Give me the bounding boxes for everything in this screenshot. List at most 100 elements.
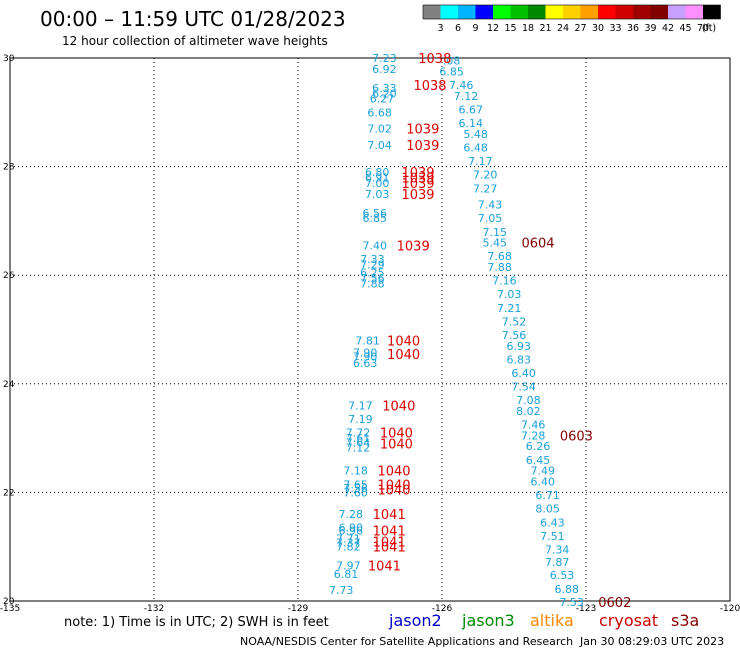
wave-height-label: 7.56 — [343, 482, 368, 495]
scale-swatch — [510, 5, 528, 19]
wave-height-label: 7.49 — [531, 465, 556, 478]
x-tick-label: -123 — [576, 604, 596, 614]
wave-height-label: 6.48 — [463, 142, 488, 155]
pass-time-label: 1039 — [401, 188, 434, 203]
y-tick-label: 28 — [3, 163, 15, 173]
wave-height-label: 7.72 — [346, 427, 371, 440]
wave-height-label: 7.60 — [343, 486, 368, 499]
wave-height-label: 6.63 — [353, 357, 378, 370]
y-tick-label: 24 — [3, 380, 15, 390]
wave-height-label: 6.92 — [372, 63, 397, 76]
wave-height-label: 7.46 — [449, 79, 474, 92]
scale-label: 24 — [557, 23, 569, 34]
legend-jason3: jason3 — [461, 611, 515, 630]
wave-height-label: 7.03 — [497, 288, 522, 301]
wave-height-label: 7.73 — [329, 584, 354, 597]
plot-frame — [9, 57, 731, 602]
y-tick-label: 22 — [3, 488, 14, 498]
y-tick-label: 20 — [3, 597, 15, 607]
footer-timestamp: Jan 30 08:29:03 UTC 2023 — [579, 635, 724, 648]
y-tick-label: 26 — [3, 271, 15, 281]
pass-time-label: 1041 — [373, 535, 406, 550]
pass-time-label: 1039 — [401, 171, 434, 186]
wave-height-label: 6.14 — [459, 117, 484, 130]
wave-height-label: 7.82 — [336, 541, 361, 554]
scale-swatch — [685, 5, 703, 19]
scale-label: 12 — [487, 23, 499, 34]
scale-label: 39 — [644, 23, 656, 34]
swh-color-scale: 3 6 9 12 15 18 21 24 27 30 33 36 39 42 45 70(ft) — [422, 4, 721, 34]
wave-height-label: 7.08 — [516, 394, 541, 407]
wave-height-label: 7.20 — [473, 169, 498, 182]
wave-height-label: 5.45 — [483, 237, 508, 250]
pass-time-label: 1040 — [387, 334, 420, 349]
pass-time-label: 1040 — [382, 400, 415, 415]
wave-height-label: 7.17 — [348, 400, 373, 413]
wave-height-label: 7.53 — [559, 596, 584, 609]
wave-height-label: 7.51 — [540, 530, 565, 543]
wave-height-label: 6.93 — [507, 340, 532, 353]
footer-credit: NOAA/NESDIS Center for Satellite Applica… — [240, 635, 573, 648]
wave-height-label: 6.81 — [334, 568, 359, 581]
wave-height-label: 7.65 — [343, 478, 368, 491]
wave-height-label: 7.12 — [346, 441, 371, 454]
scale-swatch — [440, 5, 458, 19]
scale-label: 42 — [662, 23, 674, 34]
scale-swatch — [563, 5, 581, 19]
wave-height-label: 7.52 — [502, 315, 527, 328]
y-tick-label: 30 — [3, 54, 15, 64]
pass-time-label: 1038 — [418, 52, 451, 67]
grid-lines — [10, 58, 730, 601]
wave-height-label: 7.04 — [367, 139, 392, 152]
wave-height-label: 6.43 — [540, 516, 565, 529]
pass-time-label: 1040 — [377, 465, 410, 480]
wave-height-label: 7.71 — [336, 533, 361, 546]
wave-height-label: 6.27 — [370, 93, 395, 106]
scale-swatch — [668, 5, 686, 19]
scale-label: 6 — [455, 23, 461, 34]
wave-height-label: 6.68 — [367, 106, 392, 119]
x-axis-ticks: -135 -132 -129 -126 -123 -120 — [0, 604, 740, 614]
footer-note: note: 1) Time is in UTC; 2) SWH is in fe… — [64, 615, 329, 630]
wave-height-label: 6.26 — [526, 440, 551, 453]
wave-height-label: 7.05 — [478, 212, 503, 225]
wave-height-label: 7.23 — [372, 52, 397, 65]
wave-height-label: 6.85 — [363, 212, 388, 225]
wave-height-label: 7.56 — [360, 272, 385, 285]
scale-swatch — [475, 5, 493, 19]
scale-swatch — [545, 5, 563, 19]
wave-height-label: 7.02 — [367, 123, 392, 136]
wave-height-label: 7.40 — [363, 239, 388, 252]
x-tick-label: -120 — [720, 604, 740, 614]
scale-swatch — [458, 5, 476, 19]
pass-time-label: 1039 — [401, 166, 434, 181]
wave-height-label: 7.90 — [353, 351, 378, 364]
scale-swatch — [528, 5, 546, 19]
x-tick-label: -126 — [432, 604, 453, 614]
wave-height-label: 7.97 — [336, 560, 361, 573]
wave-height-label: 6.90 — [339, 522, 364, 535]
legend-altika: altika — [530, 611, 574, 630]
pass-time-labels: 1038103810391039103910391039103910391040… — [368, 52, 631, 611]
wave-height-label: 5.48 — [463, 128, 488, 141]
wave-height-label: 7.43 — [478, 199, 503, 212]
scale-label: 21 — [539, 23, 551, 34]
scale-swatch — [633, 5, 651, 19]
x-tick-label: -135 — [0, 604, 20, 614]
wave-height-label: 7.16 — [492, 275, 517, 288]
wave-height-label: 7.28 — [339, 508, 364, 521]
wave-height-label: 7.64 — [346, 436, 371, 449]
scale-label: 9 — [472, 23, 478, 34]
wave-height-label: 7.15 — [483, 226, 508, 239]
pass-time-label: 1041 — [373, 541, 406, 556]
chart-subtitle: 12 hour collection of altimeter wave hei… — [62, 34, 328, 48]
scale-label: 36 — [627, 23, 639, 34]
pass-time-label: 1039 — [406, 139, 439, 154]
pass-time-label: 1040 — [387, 348, 420, 363]
pass-time-label: 0604 — [521, 237, 554, 252]
wave-height-label: 7.29 — [360, 258, 385, 271]
scale-label: 15 — [504, 23, 516, 34]
pass-time-label: 1041 — [373, 524, 406, 539]
pass-time-label: 1039 — [406, 123, 439, 138]
